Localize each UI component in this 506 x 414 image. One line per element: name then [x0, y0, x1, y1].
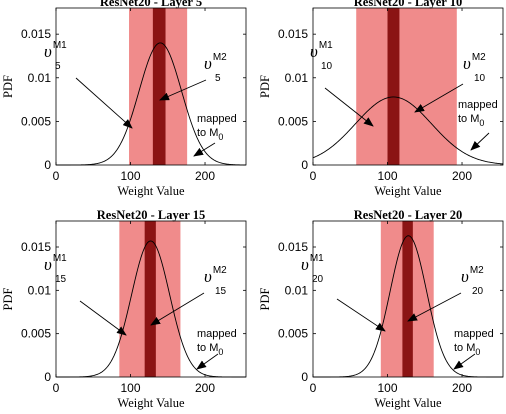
dark-band — [144, 221, 156, 377]
pdf-curve — [56, 240, 246, 378]
y-tick-label: 0.005 — [21, 114, 51, 128]
x-tick-label: 100 — [377, 169, 397, 183]
annotation-m1-sub: 20 — [312, 274, 324, 285]
x-axis-label: Weight Value — [374, 396, 442, 410]
y-tick-label: 0.015 — [278, 240, 308, 254]
y-tick-label: 0.01 — [28, 71, 52, 85]
x-tick-label: 0 — [53, 381, 60, 395]
annotation-m1-sub: 10 — [321, 61, 333, 72]
arrow-m1 — [324, 87, 374, 127]
y-axis-label: PDF — [258, 75, 272, 98]
y-tick-label: 0 — [301, 370, 308, 384]
chart-title: ResNet20 - Layer 20 — [354, 208, 462, 222]
x-axis-label: Weight Value — [374, 184, 442, 198]
pdf-curve — [312, 96, 504, 165]
y-tick-label: 0.005 — [278, 114, 308, 128]
y-tick-label: 0 — [44, 370, 51, 384]
axes-frame — [312, 220, 504, 378]
y-axis-label: PDF — [1, 287, 15, 310]
annotation-m1-sub: 15 — [55, 274, 67, 285]
x-tick-label: 0 — [310, 169, 317, 183]
annotation-m1: υM1 — [301, 253, 324, 274]
chart-panel-3: 0 100 200 0 0.005 0.01 0.015 ResNet20 - Layer 1… — [1, 208, 247, 410]
chart-panel-2: 0 100 200 0 0.005 0.01 0.015 ResNet20 - Layer 1… — [258, 0, 504, 198]
x-tick-label: 200 — [195, 381, 215, 395]
chart-title: ResNet20 - Layer 15 — [97, 208, 205, 222]
x-tick-label: 200 — [195, 169, 215, 183]
annotation-m2-sub: 5 — [215, 73, 221, 84]
arrow-m2 — [159, 79, 207, 101]
axes-frame — [312, 7, 504, 166]
y-tick-label: 0.015 — [21, 27, 51, 41]
y-axis-label: PDF — [1, 75, 15, 98]
arrow-m1 — [336, 298, 386, 332]
dark-band — [152, 8, 166, 165]
x-tick-label: 200 — [452, 169, 472, 183]
y-tick-label: 0.005 — [278, 327, 308, 341]
y-tick-label: 0.01 — [28, 283, 52, 297]
annotation-m2-sub: 15 — [215, 286, 227, 297]
mapped-target: to M0 — [454, 342, 480, 357]
x-tick-label: 0 — [53, 169, 60, 183]
mapped-target: to M0 — [458, 113, 484, 128]
annotation-m2: υM2 — [461, 265, 484, 286]
y-tick-label: 0.005 — [21, 327, 51, 341]
annotation-m2-sub: 20 — [472, 286, 484, 297]
annotation-m2: υM2 — [204, 52, 227, 73]
arrow-m2 — [407, 292, 462, 322]
mapped-label: mapped — [197, 113, 237, 125]
y-tick-label: 0 — [301, 158, 308, 172]
annotation-m1-sub: 5 — [55, 61, 61, 72]
annotation-m2: υM2 — [204, 265, 227, 286]
annotation-m1: υM1 — [44, 40, 67, 61]
dark-band — [402, 221, 413, 377]
mapped-target: to M0 — [197, 127, 223, 142]
x-axis-label: Weight Value — [117, 184, 185, 198]
x-tick-label: 100 — [120, 169, 140, 183]
y-tick-label: 0.01 — [285, 71, 309, 85]
arrow-m1 — [79, 300, 127, 336]
x-axis-label: Weight Value — [117, 396, 185, 410]
chart-title: ResNet20 - Layer 10 — [354, 0, 462, 9]
y-tick-label: 0.01 — [285, 283, 309, 297]
y-tick-label: 0.015 — [21, 240, 51, 254]
x-tick-label: 100 — [377, 381, 397, 395]
mapped-label: mapped — [458, 99, 498, 111]
y-tick-label: 0 — [44, 158, 51, 172]
annotation-m2-sub: 10 — [474, 73, 486, 84]
dark-band — [387, 8, 400, 165]
arrow-m2 — [414, 83, 464, 113]
annotation-m2: υM2 — [463, 52, 486, 73]
x-tick-label: 0 — [310, 381, 317, 395]
mapped-target: to M0 — [197, 342, 223, 357]
y-tick-label: 0.015 — [278, 27, 308, 41]
chart-panel-4: 0 100 200 0 0.005 0.01 0.015 ResNet20 - Layer 2… — [258, 208, 504, 410]
mapped-label: mapped — [197, 328, 237, 340]
chart-panel-1: 0 100 200 0 0.005 0.01 0.015 ResNet20 - Layer 5… — [1, 0, 247, 198]
annotation-m1: υM1 — [310, 40, 333, 61]
arrow-mapped — [453, 353, 476, 370]
annotation-m1: υM1 — [44, 253, 67, 274]
arrow-mapped — [193, 142, 216, 157]
y-axis-label: PDF — [258, 287, 272, 310]
arrow-m1 — [75, 77, 133, 129]
x-tick-label: 200 — [452, 381, 472, 395]
arrow-m2 — [150, 292, 205, 326]
arrow-mapped — [470, 132, 490, 151]
arrow-mapped — [196, 353, 219, 370]
axes-frame — [55, 220, 247, 378]
axes-frame — [55, 7, 247, 166]
light-band — [356, 8, 457, 165]
chart-title: ResNet20 - Layer 5 — [100, 0, 202, 9]
mapped-label: mapped — [454, 328, 494, 340]
x-tick-label: 100 — [120, 381, 140, 395]
